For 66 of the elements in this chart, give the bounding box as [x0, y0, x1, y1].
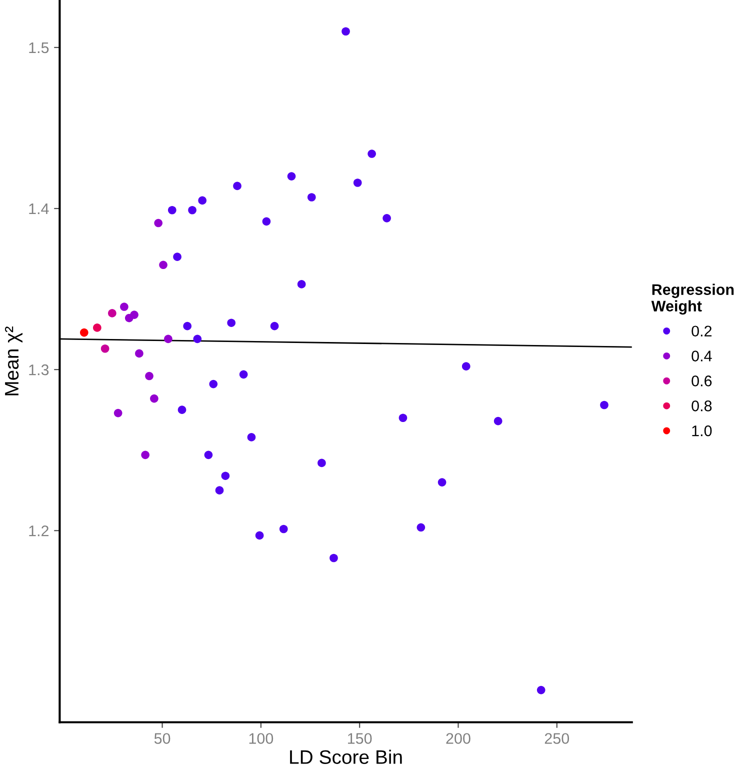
x-tick-label: 50	[154, 733, 170, 744]
point	[141, 450, 150, 460]
point	[193, 334, 202, 344]
point	[297, 280, 306, 288]
point	[209, 380, 218, 388]
point	[145, 372, 154, 380]
point	[114, 408, 122, 418]
point	[330, 554, 338, 562]
point	[382, 214, 391, 222]
legend-label: 0.6	[692, 376, 712, 386]
point	[279, 524, 288, 534]
point	[120, 302, 128, 311]
point	[287, 172, 296, 180]
point	[247, 433, 256, 442]
legend-title: Regression Weight	[651, 284, 734, 315]
x-tick-label: 100	[249, 733, 274, 744]
legend-label: 0.4	[692, 350, 712, 362]
point	[368, 150, 376, 158]
point	[178, 406, 186, 414]
point	[188, 206, 196, 214]
legend-label: 0.8	[692, 400, 712, 412]
point	[198, 196, 206, 205]
point	[108, 309, 116, 318]
point	[233, 182, 242, 190]
y-tick-label: 1.3	[29, 364, 49, 376]
y-axis-title: Mean χ²	[4, 326, 22, 396]
point	[239, 370, 248, 379]
point	[80, 328, 88, 337]
legend-label: 1.0	[692, 425, 712, 436]
point	[93, 324, 102, 332]
x-tick-label: 250	[544, 733, 570, 744]
point	[255, 531, 264, 540]
point	[353, 178, 362, 187]
point	[307, 193, 316, 202]
point	[159, 260, 168, 270]
point	[221, 472, 230, 480]
point	[536, 686, 546, 694]
point	[135, 349, 144, 358]
point	[600, 400, 608, 410]
point	[270, 322, 279, 330]
point	[100, 344, 110, 353]
y-tick-label: 1.2	[29, 525, 48, 536]
point	[398, 414, 408, 422]
point	[416, 523, 426, 532]
point	[342, 27, 350, 36]
point	[130, 310, 138, 319]
y-tick-label: 1.4	[29, 204, 49, 214]
y-tick-label: 1.5	[29, 42, 49, 54]
x-axis-title: LD Score Bin	[290, 750, 402, 764]
x-tick-label: 150	[348, 733, 372, 744]
point	[262, 217, 271, 226]
point	[183, 322, 192, 330]
point	[438, 478, 446, 486]
point	[494, 416, 502, 426]
point	[150, 394, 158, 403]
x-tick-label: 200	[446, 733, 470, 744]
point	[227, 318, 236, 328]
point	[204, 450, 213, 460]
point	[318, 458, 326, 468]
point	[173, 252, 182, 261]
point	[164, 334, 172, 344]
point	[462, 362, 470, 371]
point	[215, 486, 224, 495]
point	[154, 218, 162, 228]
point	[168, 206, 176, 214]
legend-label: 0.2	[692, 326, 712, 337]
